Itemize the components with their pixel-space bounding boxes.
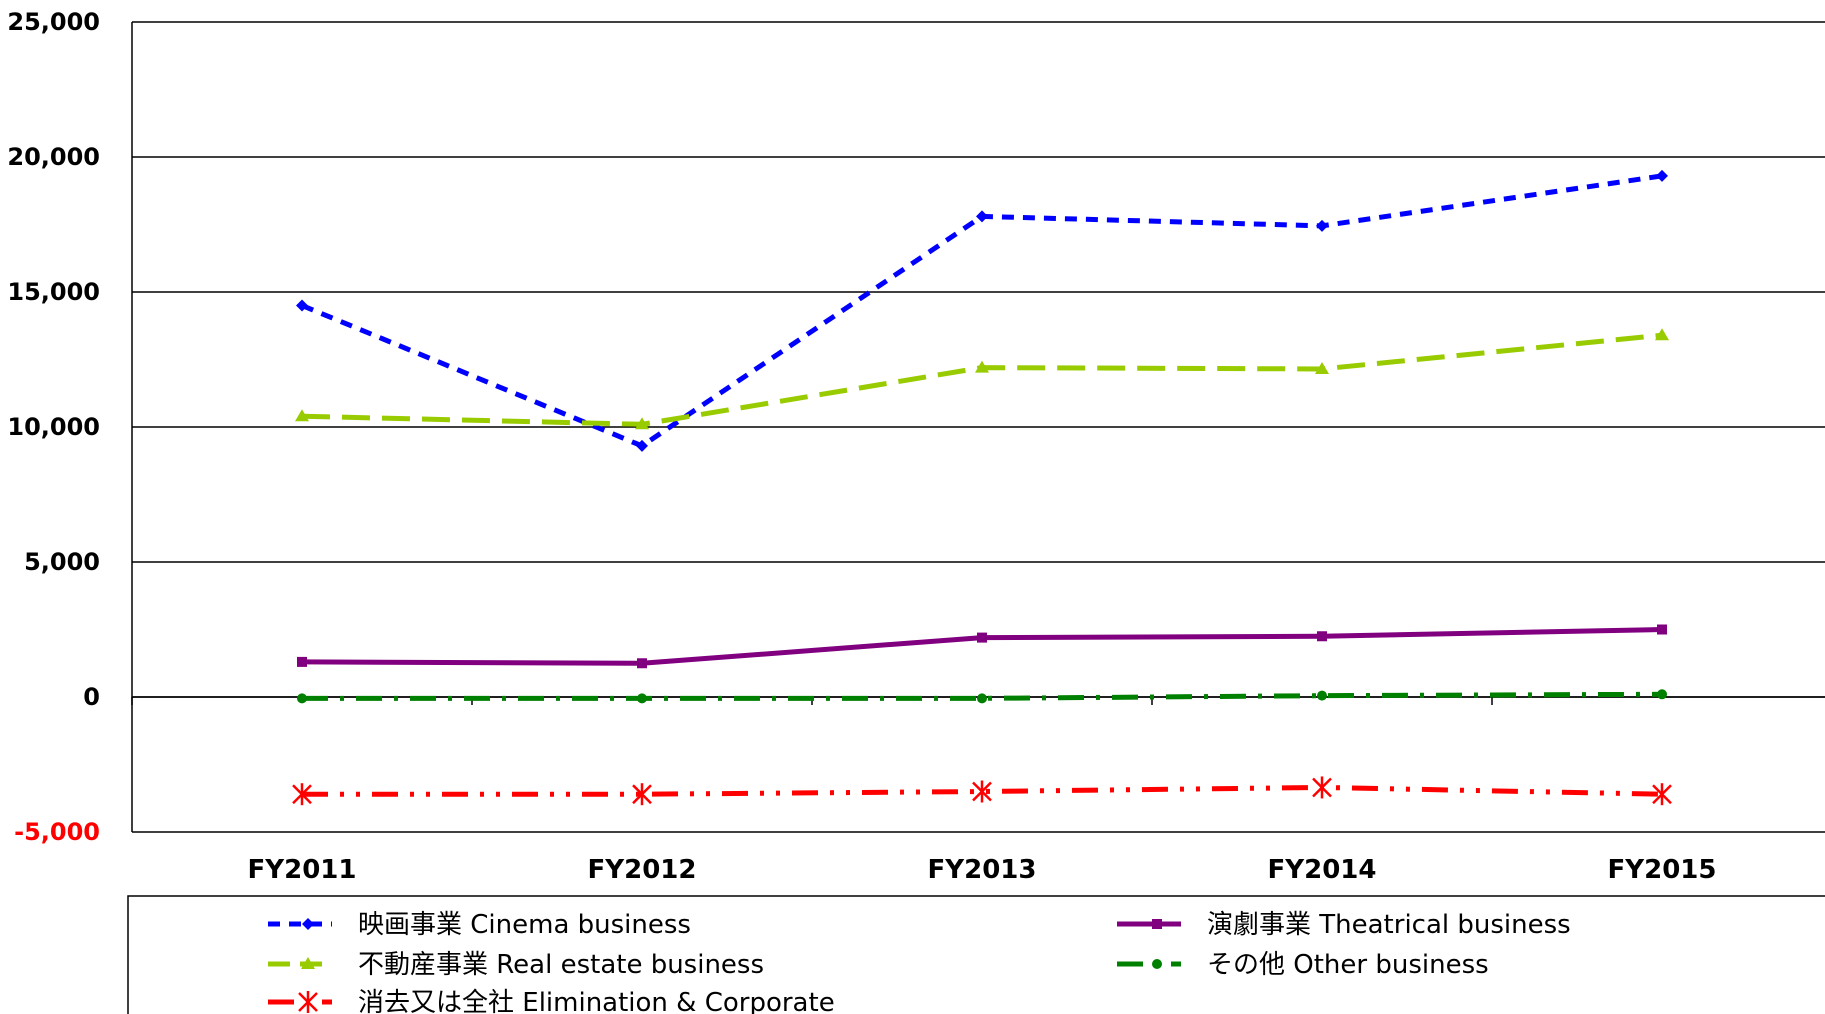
data-point xyxy=(635,417,649,430)
x-tick-label: FY2013 xyxy=(928,855,1037,885)
data-point xyxy=(1317,631,1327,642)
legend-item: 演劇事業 Theatrical business xyxy=(1117,910,1571,940)
series-line xyxy=(302,691,1663,701)
x-tick-label: FY2014 xyxy=(1268,855,1377,885)
y-tick-label: 10,000 xyxy=(7,413,100,441)
data-point xyxy=(976,210,988,223)
series-3 xyxy=(297,689,1667,704)
legend-label: その他 Other business xyxy=(1207,950,1489,980)
y-axis-ticks: 25,000 20,000 15,000 10,000 5,000 0 -5,000 xyxy=(7,8,100,846)
legend-box xyxy=(127,895,1825,1014)
y-tick-label: 20,000 xyxy=(7,143,100,171)
x-tick-label: FY2011 xyxy=(248,855,357,885)
legend-item: 消去又は全社 Elimination & Corporate xyxy=(268,988,835,1014)
data-point xyxy=(972,780,992,803)
data-point xyxy=(302,918,314,930)
series-4 xyxy=(292,776,1672,806)
data-point xyxy=(1152,919,1162,929)
data-point xyxy=(632,783,652,806)
data-point xyxy=(296,299,308,312)
data-point xyxy=(1652,783,1672,806)
data-point xyxy=(637,658,647,669)
y-tick-label: 25,000 xyxy=(7,8,100,36)
series-0 xyxy=(296,169,1668,452)
data-point xyxy=(1152,959,1162,969)
series-1 xyxy=(295,328,1669,430)
legend-label: 不動産事業 Real estate business xyxy=(358,950,764,980)
x-axis-ticks: FY2011 FY2012 FY2013 FY2014 FY2015 xyxy=(248,855,1717,885)
legend-label: 映画事業 Cinema business xyxy=(358,910,691,940)
data-point xyxy=(977,693,987,704)
x-tick-label: FY2015 xyxy=(1608,855,1717,885)
y-tick-label: 5,000 xyxy=(24,548,100,576)
legend-label: 演劇事業 Theatrical business xyxy=(1207,910,1571,940)
data-point xyxy=(298,991,318,1013)
data-point xyxy=(1657,689,1667,700)
series-line xyxy=(301,332,1663,427)
y-tick-label: 15,000 xyxy=(7,278,100,306)
data-point xyxy=(636,439,648,452)
y-tick-label: 0 xyxy=(83,683,100,711)
y-tick-label: -5,000 xyxy=(14,818,100,846)
x-tick-label: FY2012 xyxy=(588,855,697,885)
series xyxy=(292,169,1672,806)
data-point xyxy=(1312,776,1332,799)
data-point xyxy=(637,693,647,704)
legend-item: 映画事業 Cinema business xyxy=(268,910,691,940)
data-point xyxy=(1316,219,1328,232)
data-point xyxy=(297,693,307,704)
legend-item: その他 Other business xyxy=(1117,950,1489,980)
data-point xyxy=(297,656,307,667)
legend-label: 消去又は全社 Elimination & Corporate xyxy=(358,988,835,1014)
data-point xyxy=(1657,624,1667,635)
data-point xyxy=(977,632,987,643)
legend: 映画事業 Cinema business 不動産事業 Real estate bu… xyxy=(127,895,1825,1014)
data-point xyxy=(1655,328,1669,341)
data-point xyxy=(295,409,309,422)
data-point xyxy=(1656,169,1668,182)
data-point xyxy=(301,957,315,969)
grid xyxy=(132,21,1825,833)
data-point xyxy=(1317,690,1327,701)
legend-item: 不動産事業 Real estate business xyxy=(268,950,764,980)
data-point xyxy=(292,783,312,806)
series-line xyxy=(302,784,1663,797)
data-point xyxy=(975,360,989,373)
series-2 xyxy=(297,624,1667,669)
data-point xyxy=(1315,361,1329,374)
